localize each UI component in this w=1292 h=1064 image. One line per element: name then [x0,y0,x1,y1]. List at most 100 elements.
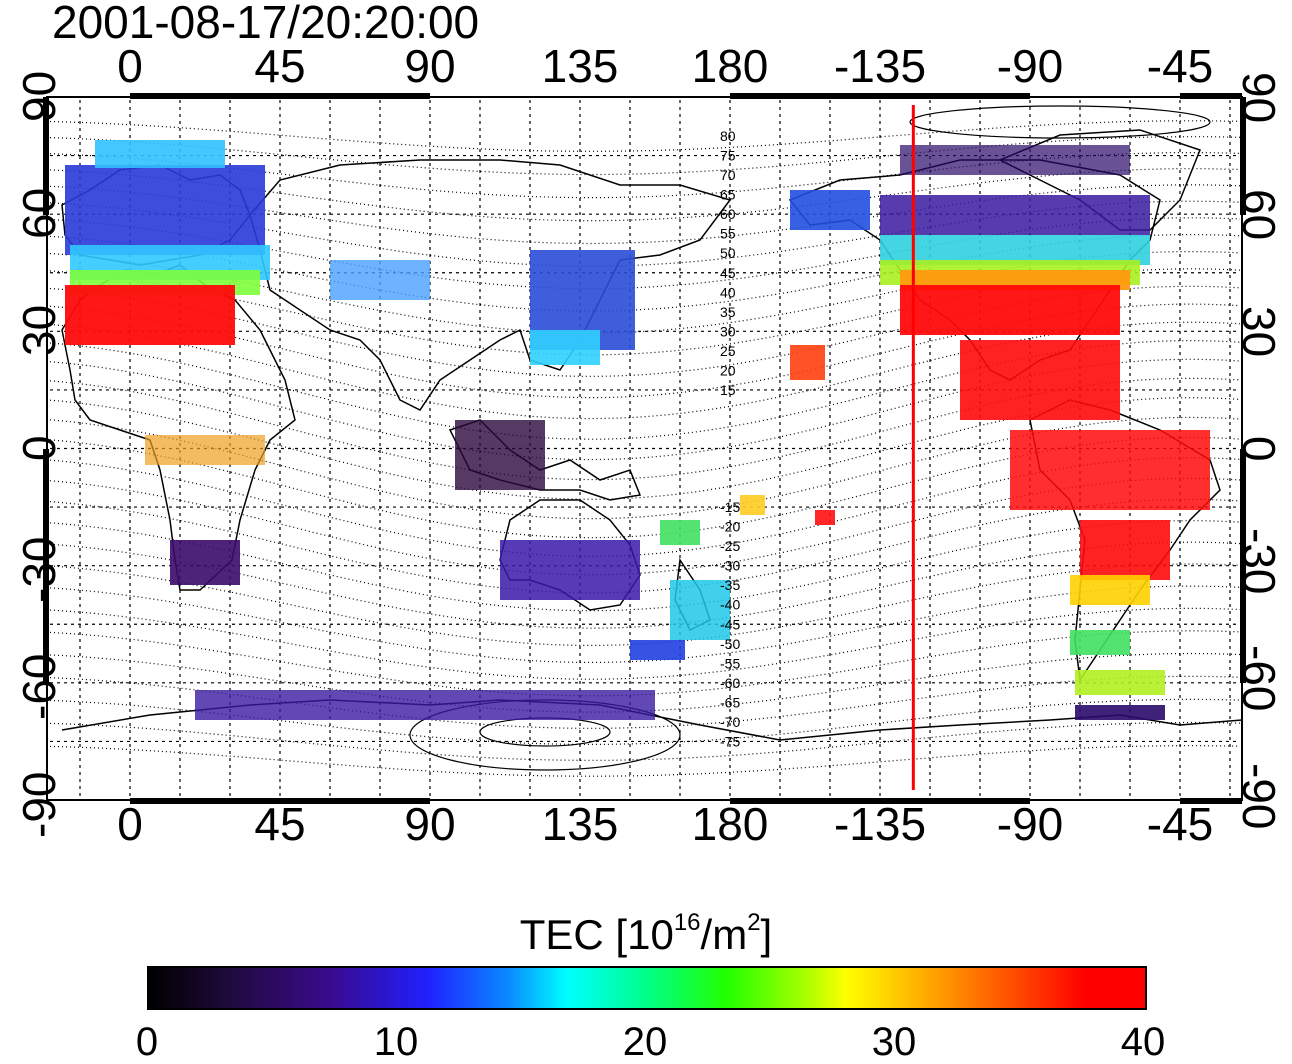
graticule [50,100,1240,797]
tec-patch [65,165,265,255]
bottom-tick-label: 180 [691,798,769,850]
contour-ellipse [479,717,611,747]
tec-patch [1075,670,1165,695]
contour-label: -45 [720,616,740,632]
contour-label: -65 [720,694,740,710]
left-tick-label: 30 [13,305,65,357]
contour-label: -15 [720,499,740,515]
tec-patch [500,540,640,600]
contour-label: 35 [720,304,736,320]
tec-patch [960,340,1120,420]
contour-line [49,457,1241,558]
top-tick-label: 0 [117,40,143,92]
colorbar-tick-label: 10 [373,1020,419,1064]
tec-patch [170,540,240,585]
contour-line [49,321,1241,420]
contour-label: 55 [720,226,736,242]
tec-patch [660,520,700,545]
contour-label: -55 [720,655,740,671]
colorbar-title-suffix: ] [760,911,773,958]
tec-patch [880,195,1150,235]
left-tick-label: -30 [13,536,65,604]
contour-label: 75 [720,148,736,164]
bottom-tick-label: -90 [996,798,1064,850]
colorbar-title-unit: /m [700,911,748,958]
contour-line [49,477,1241,576]
colorbar-tick-label: 0 [135,1020,159,1064]
bottom-tick-label: 135 [541,798,619,850]
contour-label: -75 [720,733,740,749]
contour-label: 20 [720,362,736,378]
tec-patch [1070,630,1130,655]
tec-patch [630,640,685,660]
colorbar-title-exponent: 16 [673,909,701,936]
colorbar-title-exponent2: 2 [747,909,761,936]
right-tick-label: 90 [1233,72,1285,124]
tec-patch [65,285,235,345]
left-tick-label: -90 [13,771,65,838]
contour-line [49,585,1241,663]
top-tick-label: 135 [541,40,619,92]
top-tick-label: 180 [691,40,769,92]
colorbar-tick-label: 40 [1120,1020,1166,1064]
contour-label: -30 [720,558,740,574]
bottom-tick-label: 90 [404,798,456,850]
contour-label: 15 [720,382,736,398]
tec-patch [1070,575,1150,605]
contour-ellipse [909,105,1211,139]
right-tick-label: -30 [1233,528,1285,595]
contour-label: 25 [720,343,736,359]
top-tick-label: 45 [254,40,306,92]
left-tick-label: 60 [13,187,65,240]
contour-line [49,136,1241,176]
map-frame [46,96,1243,801]
left-tick-label: 90 [13,70,65,122]
tec-patch [455,420,545,490]
tec-patch [95,140,225,168]
tec-patch [790,345,825,380]
left-tick-label: 0 [13,435,65,461]
contour-label: -50 [720,636,740,652]
top-tick-label: 90 [404,40,456,92]
top-tick-label: -45 [1146,40,1214,92]
top-tick-label: -135 [833,40,927,92]
tec-patch [815,510,835,525]
contour-label: 60 [720,206,736,222]
contour-line [49,563,1241,646]
bottom-tick-label: 0 [117,798,143,850]
tec-patch [900,145,1130,175]
tec-patch [195,690,655,720]
contour-label: 30 [720,323,736,339]
contour-labels: 80 75 70 65 60 55 50 45 40 35 30 25 20 15 -15 -20 -25 -30… [720,128,740,749]
left-tick-label: -60 [13,653,65,721]
tec-patch [530,330,600,365]
map-title: 2001-08-17/20:20:00 [52,0,480,48]
contour-label: 65 [720,187,736,203]
tec-observations [65,140,1210,720]
frame-ticks [43,93,1246,804]
bottom-tick-label: 45 [254,798,306,850]
bottom-tick-label: -135 [833,798,927,850]
right-tick-label: 60 [1233,189,1285,241]
tec-patch [670,580,730,640]
contour-label: -70 [720,714,740,730]
contour-label: 70 [720,167,736,183]
right-tick-label: 30 [1233,306,1285,358]
tec-patch [1080,520,1170,580]
tec-patch [330,260,430,300]
contour-label: -35 [720,577,740,593]
bottom-tick-label: -45 [1146,798,1214,850]
right-tick-label: -60 [1233,645,1285,712]
contour-line [49,168,1241,222]
colorbar-title: TEC [1016/m2] [0,902,1292,960]
top-tick-label: -90 [996,40,1064,92]
colorbar-title-prefix: TEC [10 [519,911,674,958]
contour-label: 80 [720,128,736,144]
contour-line [49,721,1241,761]
contour-line [49,498,1241,594]
contour-label: -40 [720,597,740,613]
contour-line [49,675,1241,729]
tec-patch [1010,430,1210,510]
contour-line [49,745,1241,777]
